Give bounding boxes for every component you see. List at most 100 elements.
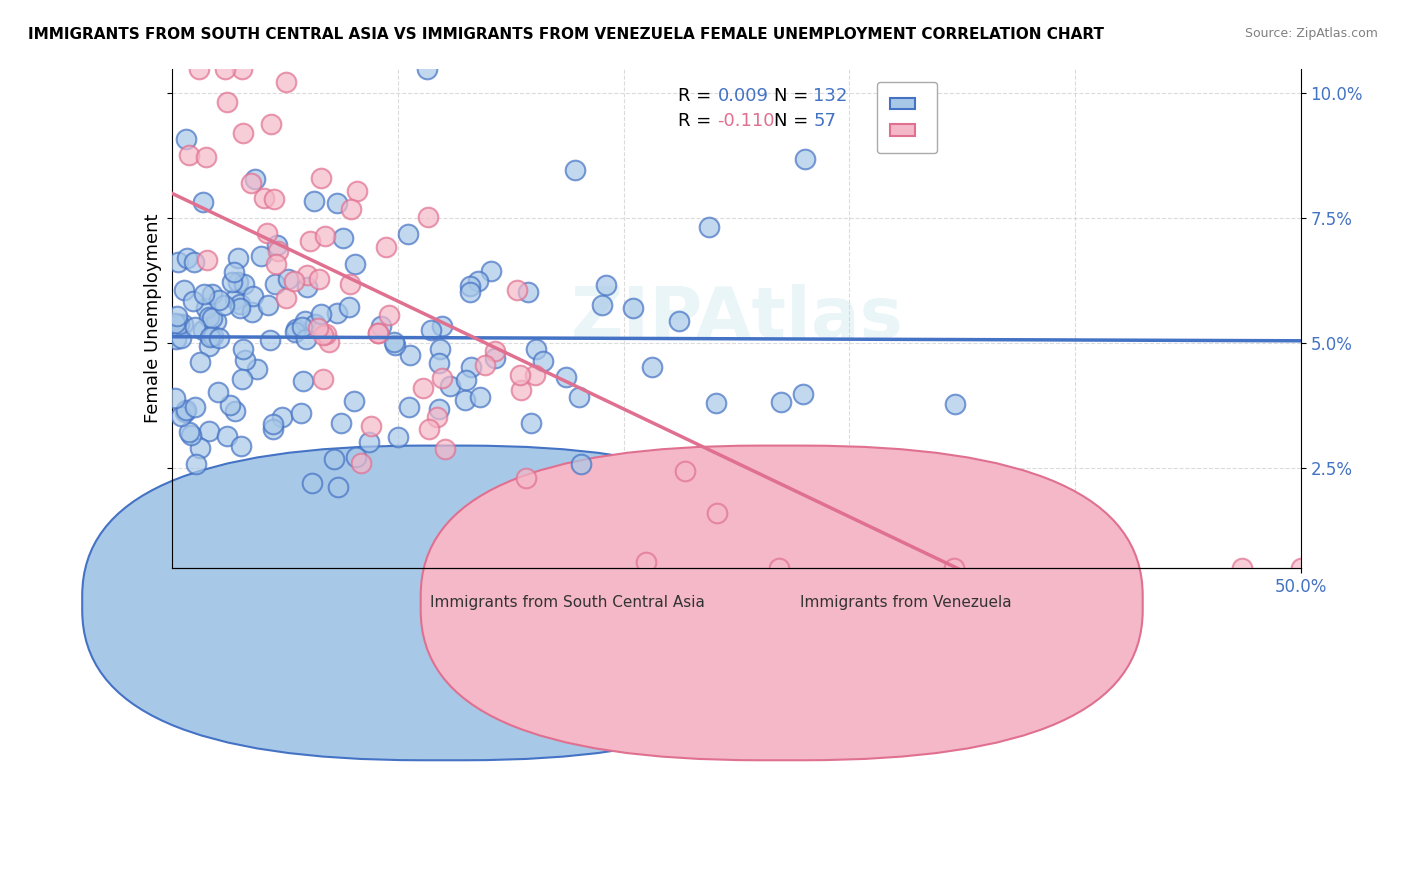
- Point: [367, 326, 389, 340]
- Point: [460, 360, 482, 375]
- Point: [312, 327, 335, 342]
- Y-axis label: Female Unemployment: Female Unemployment: [143, 213, 162, 423]
- Point: [259, 117, 281, 131]
- Point: [193, 287, 215, 301]
- Point: [704, 396, 727, 410]
- Point: [697, 220, 720, 235]
- Point: [256, 226, 278, 240]
- Point: [232, 277, 254, 292]
- Point: [266, 238, 288, 252]
- Text: Source: ZipAtlas.com: Source: ZipAtlas.com: [1244, 27, 1378, 40]
- Point: [378, 308, 401, 322]
- Point: [330, 416, 353, 430]
- Text: 57: 57: [813, 112, 837, 130]
- FancyBboxPatch shape: [420, 446, 1143, 760]
- Text: R =: R =: [678, 87, 717, 105]
- Point: [215, 429, 238, 443]
- Point: [298, 234, 321, 248]
- Point: [263, 277, 285, 291]
- Point: [429, 342, 451, 356]
- Point: [323, 452, 346, 467]
- Point: [283, 274, 305, 288]
- Point: [214, 62, 236, 76]
- Point: [264, 257, 287, 271]
- Point: [387, 429, 409, 443]
- Point: [201, 310, 224, 325]
- Point: [195, 301, 218, 315]
- Point: [243, 172, 266, 186]
- Point: [419, 323, 441, 337]
- Point: [668, 314, 690, 328]
- Point: [460, 279, 482, 293]
- Point: [290, 407, 312, 421]
- Point: [769, 394, 792, 409]
- Point: [520, 417, 543, 431]
- Point: [224, 265, 246, 279]
- Point: [433, 442, 456, 457]
- Point: [294, 314, 316, 328]
- Point: [297, 268, 319, 282]
- Point: [262, 417, 284, 431]
- Point: [326, 196, 349, 211]
- Point: [468, 390, 491, 404]
- Point: [276, 291, 298, 305]
- Point: [194, 150, 217, 164]
- Point: [198, 330, 221, 344]
- Point: [302, 194, 325, 208]
- Point: [226, 275, 249, 289]
- Point: [454, 392, 477, 407]
- Point: [315, 327, 337, 342]
- Point: [271, 410, 294, 425]
- Point: [621, 301, 644, 315]
- Legend: , : ,: [877, 82, 936, 153]
- Point: [284, 325, 307, 339]
- Point: [215, 95, 238, 109]
- Point: [295, 280, 318, 294]
- Point: [173, 405, 195, 419]
- Point: [484, 351, 506, 365]
- Point: [384, 338, 406, 352]
- Point: [167, 255, 190, 269]
- Point: [398, 400, 420, 414]
- Point: [311, 171, 333, 186]
- Point: [267, 244, 290, 258]
- Point: [641, 359, 664, 374]
- Point: [187, 62, 209, 76]
- Point: [188, 442, 211, 456]
- Point: [564, 162, 586, 177]
- Point: [458, 285, 481, 299]
- Point: [517, 285, 540, 300]
- Point: [180, 428, 202, 442]
- Point: [240, 305, 263, 319]
- Point: [396, 227, 419, 242]
- Point: [221, 275, 243, 289]
- Point: [595, 277, 617, 292]
- Text: N =: N =: [773, 87, 814, 105]
- Point: [357, 435, 380, 450]
- Point: [295, 332, 318, 346]
- Text: Immigrants from Venezuela: Immigrants from Venezuela: [800, 596, 1011, 610]
- Point: [427, 356, 450, 370]
- Point: [208, 293, 231, 308]
- Point: [201, 328, 224, 343]
- Text: ZIPAtlas: ZIPAtlas: [571, 284, 903, 352]
- Point: [167, 317, 190, 331]
- Point: [427, 402, 450, 417]
- Point: [170, 331, 193, 345]
- Point: [179, 148, 201, 162]
- Point: [312, 372, 335, 386]
- Point: [290, 320, 312, 334]
- Point: [172, 317, 194, 331]
- Point: [505, 283, 527, 297]
- Point: [768, 561, 790, 575]
- Point: [591, 297, 613, 311]
- Point: [201, 287, 224, 301]
- Point: [382, 335, 405, 350]
- Point: [246, 362, 269, 376]
- Point: [176, 251, 198, 265]
- Point: [416, 62, 439, 76]
- Point: [474, 358, 496, 372]
- Point: [568, 390, 591, 404]
- Text: -0.110: -0.110: [717, 112, 775, 130]
- Point: [510, 383, 533, 397]
